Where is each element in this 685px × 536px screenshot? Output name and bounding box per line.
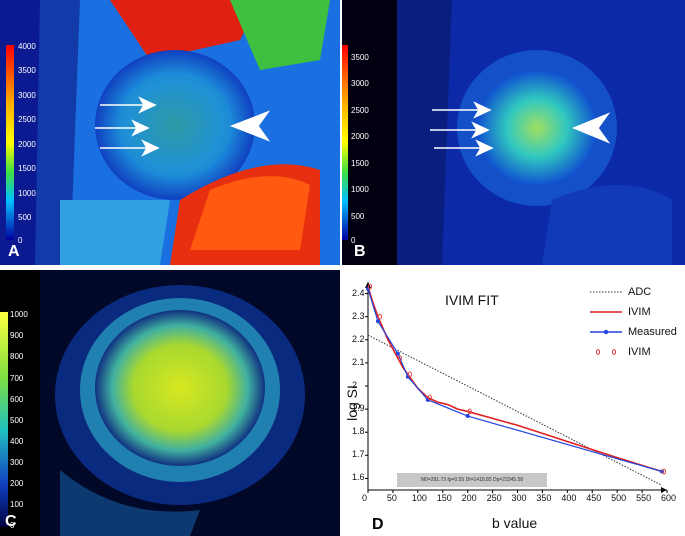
ivim-series-line <box>367 286 663 473</box>
legend-measured-marker <box>603 329 609 335</box>
panel-c-colorbar <box>0 312 8 527</box>
legend-ivim-marker <box>595 349 601 355</box>
y-tick-label: 2.4 <box>352 287 365 298</box>
x-tick-label: 400 <box>561 493 577 503</box>
legend-adc: ADC <box>628 286 652 298</box>
panel-a-tick: 2500 <box>18 115 36 124</box>
x-tick-label: 250 <box>486 493 502 503</box>
chart-title: IVIM FIT <box>445 292 499 308</box>
panel-b-label: B <box>354 243 366 260</box>
ivim-point <box>397 355 403 362</box>
panel-a-tick: 1500 <box>18 164 36 173</box>
x-tick-label: 100 <box>411 493 427 503</box>
panel-c-tick: 800 <box>10 352 24 361</box>
panel-a-tick: 0 <box>18 236 23 245</box>
panel-c-tick: 600 <box>10 395 24 404</box>
x-tick-label: 450 <box>586 493 602 503</box>
x-tick-label: 600 <box>661 493 677 503</box>
panel-c-tick: 300 <box>10 458 24 467</box>
measured-point <box>375 319 380 324</box>
x-axis-arrow <box>661 487 667 493</box>
fit-parameters: M0=281.73 fp=0.55 Dt=1418.85 Dp=23345.58 <box>397 473 547 487</box>
x-tick-label: 150 <box>436 493 452 503</box>
panel-a-colorbar <box>6 45 14 240</box>
panel-b-arrows <box>430 101 611 157</box>
measured-point <box>465 414 470 419</box>
panel-a-image <box>0 0 340 265</box>
panel-b-perfusion-map: 3500 3000 2500 2000 1500 1000 500 0 B <box>342 0 685 265</box>
panel-b-tick: 2500 <box>351 106 369 115</box>
panel-b-tick: 2000 <box>351 132 369 141</box>
ivim-fit-plot <box>365 282 668 493</box>
x-tick-label: 200 <box>461 493 477 503</box>
panel-b-colorbar <box>342 45 348 240</box>
legend-ivim-line: IVIM <box>628 306 651 318</box>
panel-a-tick: 3500 <box>18 66 36 75</box>
ivim-point <box>377 313 383 320</box>
panel-c-image <box>0 270 340 536</box>
panel-c-tick: 400 <box>10 437 24 446</box>
x-tick-label: 0 <box>362 493 368 503</box>
legend-ivim-marker <box>611 349 617 355</box>
x-tick-label: 300 <box>511 493 527 503</box>
y-tick-label: 2.1 <box>352 356 365 367</box>
measured-point <box>395 351 400 356</box>
panel-d-label: D <box>372 516 384 533</box>
panel-a-tick: 2000 <box>18 140 36 149</box>
y-tick-label: 1.7 <box>352 449 365 460</box>
panel-b-tick: 3500 <box>351 53 369 62</box>
panel-a-tick: 4000 <box>18 42 36 51</box>
adc-series-line <box>367 334 663 486</box>
panel-c-tick: 0 <box>10 521 15 530</box>
panel-b-tick: 500 <box>351 212 365 221</box>
panel-c-tick: 200 <box>10 479 24 488</box>
panel-d-ivim-chart: IVIM FIT ADC IVIM Measured IVIM M0=281.7… <box>342 270 685 536</box>
panel-a-label: A <box>8 243 20 260</box>
ivim-point <box>661 468 667 475</box>
ivim-point <box>367 283 373 290</box>
panel-a-arrows <box>95 96 271 157</box>
panel-c-label: C <box>5 513 17 530</box>
y-tick-label: 1.6 <box>352 472 365 483</box>
ivim-point <box>427 394 432 401</box>
panel-b-tick: 0 <box>351 236 356 245</box>
x-axis-label: b value <box>492 515 538 531</box>
panel-b-tick: 1000 <box>351 185 369 194</box>
y-tick-label: 2.3 <box>352 310 365 321</box>
panel-c-perfusion-map: 1000 900 800 700 600 500 400 300 200 100… <box>0 270 340 536</box>
y-tick-label: 1.9 <box>352 403 365 414</box>
y-tick-label: 1.8 <box>352 426 365 437</box>
x-tick-label: 500 <box>611 493 627 503</box>
panel-c-tick: 700 <box>10 374 24 383</box>
y-tick-label: 2.2 <box>352 333 365 344</box>
panel-c-tick: 500 <box>10 416 24 425</box>
panel-a-perfusion-map: 4000 3500 3000 2500 2000 1500 1000 500 0… <box>0 0 340 265</box>
panel-b-tick: 1500 <box>351 159 369 168</box>
panel-c-tick: 1000 <box>10 310 28 319</box>
panel-b-tick: 3000 <box>351 79 369 88</box>
panel-c-tick: 900 <box>10 331 24 340</box>
ivim-point <box>407 371 412 378</box>
panel-a-tick: 1000 <box>18 189 36 198</box>
x-tick-label: 350 <box>536 493 552 503</box>
ivim-point <box>467 408 472 415</box>
x-tick-label: 50 <box>386 493 397 503</box>
x-tick-label: 550 <box>636 493 652 503</box>
legend-measured: Measured <box>628 326 677 338</box>
y-axis-arrow <box>365 282 371 288</box>
y-tick-label: 2 <box>352 380 358 390</box>
legend-ivim-points: IVIM <box>628 346 651 358</box>
panel-a-tick: 500 <box>18 213 32 222</box>
panel-c-tick: 100 <box>10 500 24 509</box>
panel-b-image <box>342 0 685 265</box>
panel-a-tick: 3000 <box>18 91 36 100</box>
